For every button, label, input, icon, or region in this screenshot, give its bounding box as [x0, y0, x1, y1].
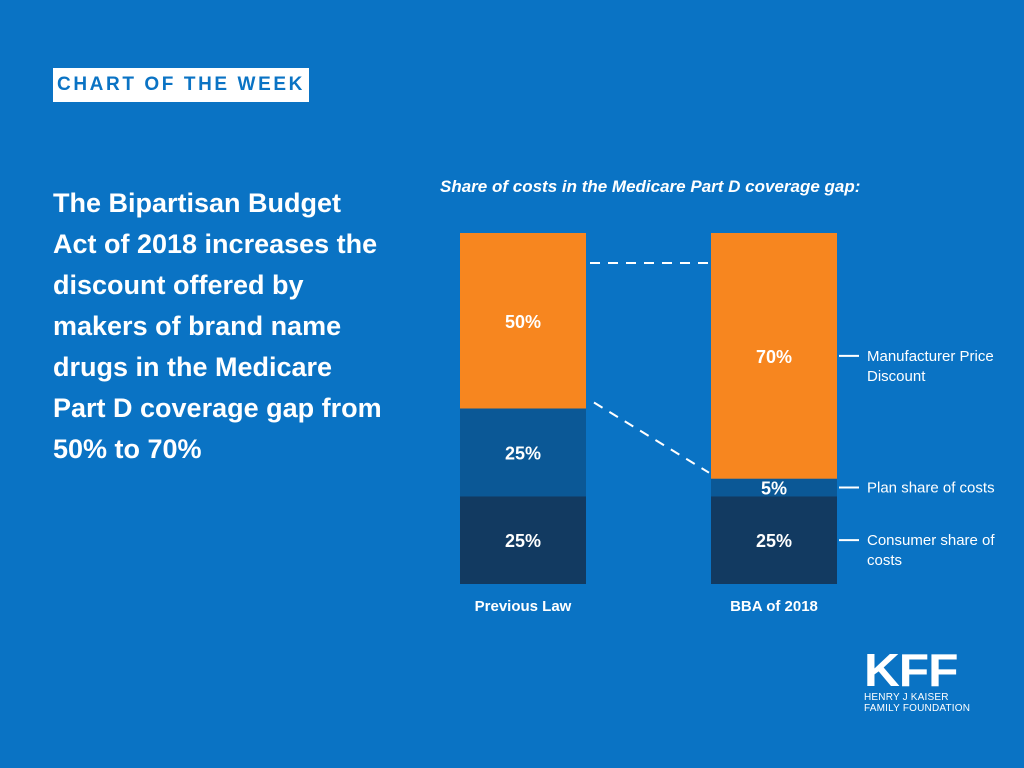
data-label-bba-of-2018-manufacturer: 70%: [756, 347, 792, 367]
legend-label-manufacturer: Manufacturer Price Discount: [867, 348, 994, 385]
x-tick-label-bba-of-2018: BBA of 2018: [730, 598, 818, 615]
headline: The Bipartisan Budget Act of 2018 increa…: [53, 188, 382, 464]
chart-of-the-week-badge: CHART OF THE WEEK: [53, 68, 309, 102]
badge-label: CHART OF THE WEEK: [57, 74, 305, 95]
legend-label-consumer: Consumer share of costs: [867, 532, 995, 569]
legend-label-plan: Plan share of costs: [867, 479, 995, 496]
connector-bottom-dashed-line: [593, 401, 710, 474]
data-label-previous-law-consumer: 25%: [505, 531, 541, 551]
chart-title: Share of costs in the Medicare Part D co…: [440, 177, 861, 196]
data-label-previous-law-plan: 25%: [505, 443, 541, 463]
bar-previous-law-manufacturer: [460, 233, 586, 409]
kff-logo: KFF HENRY J KAISER FAMILY FOUNDATION: [864, 647, 974, 714]
bar-previous-law-plan: [460, 408, 586, 497]
logo-line-2: FAMILY FOUNDATION: [864, 703, 971, 714]
bar-bba-of-2018-manufacturer: [711, 233, 837, 479]
logo-line-1: HENRY J KAISER: [864, 692, 949, 703]
bar-bba-of-2018-consumer: [711, 496, 837, 584]
bar-previous-law-consumer: [460, 496, 586, 584]
bar-bba-of-2018-plan: [711, 478, 837, 497]
data-label-bba-of-2018-plan: 5%: [761, 478, 787, 498]
data-label-bba-of-2018-consumer: 25%: [756, 531, 792, 551]
logo-mark: KFF: [864, 644, 958, 696]
x-tick-label-previous-law: Previous Law: [475, 598, 572, 615]
data-label-previous-law-manufacturer: 50%: [505, 312, 541, 332]
